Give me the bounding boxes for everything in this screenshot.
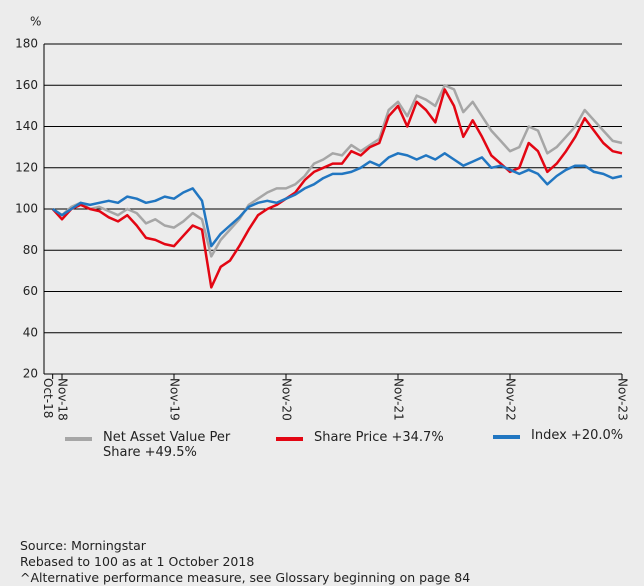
legend-swatch (493, 435, 520, 439)
x-tick-label: Nov-23 (616, 378, 630, 421)
series-line (52, 84, 623, 258)
legend-swatch (65, 437, 92, 441)
y-tick-label: 100 (15, 202, 38, 216)
y-tick-label: 120 (15, 160, 38, 174)
y-tick-label: 40 (23, 325, 38, 339)
y-tick-label: 60 (23, 284, 38, 298)
legend-swatch (276, 437, 303, 441)
x-tick-label: Nov-22 (504, 378, 518, 421)
note: Rebased to 100 as at 1 October 2018 (20, 554, 255, 569)
legend-item: Index +20.0% (493, 428, 631, 443)
notes: Source: Morningstar Rebased to 100 as at … (20, 538, 470, 586)
x-tick-label: Nov-20 (280, 378, 294, 421)
chart: % 20 40 60 80 100 120 140 160 180 Oct-18 Nov-18 Nov… (15, 15, 630, 421)
y-tick-label: 80 (23, 243, 38, 257)
x-tick-label: Nov-18 (56, 378, 70, 421)
y-tick-label: 180 (15, 37, 38, 51)
series-line (51, 88, 623, 289)
legend-item: Share Price +34.7% (276, 430, 444, 445)
y-tick-label: 140 (15, 119, 38, 133)
x-tick-label: Nov-21 (392, 378, 406, 421)
legend-label: Index +20.0% (531, 428, 624, 443)
y-tick-label: 160 (15, 78, 38, 92)
note: ^Alternative performance measure, see Gl… (20, 570, 471, 585)
legend-label: Share Price +34.7% (314, 430, 444, 445)
y-label: % (30, 15, 41, 29)
series-line (52, 152, 623, 248)
legend-item: Net Asset Value Per Share +49.5% (65, 430, 233, 460)
x-tick-label: Oct-18 (41, 378, 55, 418)
y-tick-label: 20 (23, 367, 38, 381)
note: Source: Morningstar (20, 538, 146, 553)
x-tick-label: Nov-19 (168, 378, 182, 421)
legend-label: Net Asset Value Per Share +49.5% (103, 430, 231, 460)
